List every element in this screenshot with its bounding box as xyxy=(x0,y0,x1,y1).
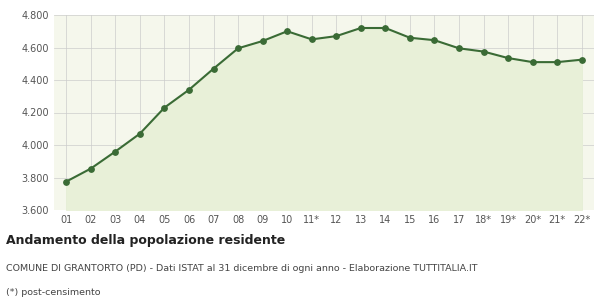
Point xyxy=(184,87,194,92)
Point xyxy=(430,38,439,43)
Point xyxy=(307,37,317,42)
Point xyxy=(86,166,95,171)
Point xyxy=(380,26,390,30)
Point xyxy=(577,57,587,62)
Point xyxy=(503,56,513,61)
Text: COMUNE DI GRANTORTO (PD) - Dati ISTAT al 31 dicembre di ogni anno - Elaborazione: COMUNE DI GRANTORTO (PD) - Dati ISTAT al… xyxy=(6,264,478,273)
Point xyxy=(405,35,415,40)
Point xyxy=(528,60,538,64)
Point xyxy=(356,26,365,30)
Point xyxy=(135,131,145,136)
Point xyxy=(553,60,562,64)
Point xyxy=(479,49,488,54)
Point xyxy=(233,46,243,51)
Point xyxy=(61,179,71,184)
Point xyxy=(160,105,169,110)
Point xyxy=(258,39,268,44)
Point xyxy=(454,46,464,51)
Text: Andamento della popolazione residente: Andamento della popolazione residente xyxy=(6,234,285,247)
Point xyxy=(110,149,120,154)
Point xyxy=(209,66,218,71)
Point xyxy=(283,29,292,34)
Point xyxy=(331,34,341,38)
Text: (*) post-censimento: (*) post-censimento xyxy=(6,288,101,297)
